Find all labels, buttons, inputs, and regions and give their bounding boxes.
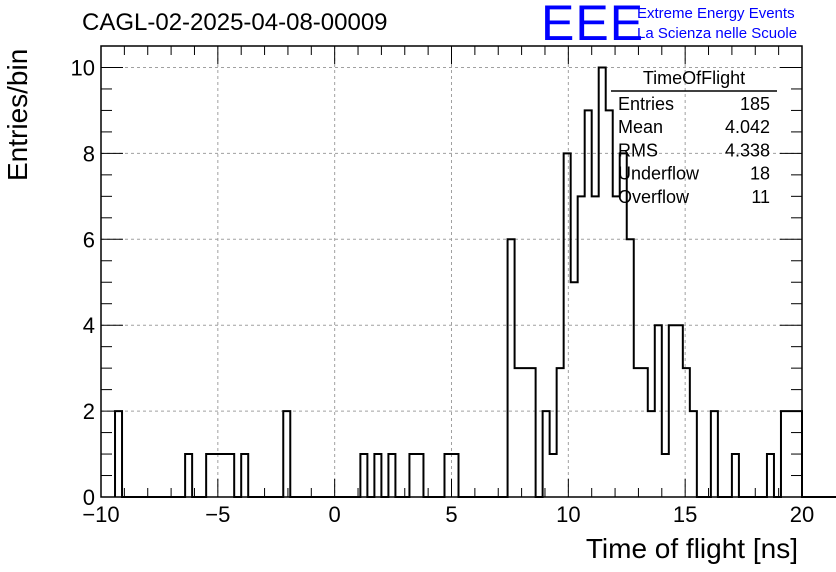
y-tick-label: 6	[83, 227, 95, 252]
x-tick-label: 5	[445, 502, 457, 527]
stats-box-title: TimeOfFlight	[643, 68, 745, 88]
histogram-series	[114, 66, 836, 498]
y-tick-label: 2	[83, 399, 95, 424]
x-axis-label: Time of flight [ns]	[585, 533, 798, 564]
stats-row-value: 18	[750, 164, 770, 184]
stats-row-value: 4.338	[725, 140, 770, 160]
stats-row-label: Underflow	[618, 164, 700, 184]
tick-labels: −10 −5 0 5 10 15 20 0 2 4 6 8 10	[71, 55, 815, 527]
x-tick-label: 15	[673, 502, 697, 527]
x-tick-label: 10	[556, 502, 580, 527]
stats-row-label: Overflow	[618, 187, 690, 207]
stats-row-label: Mean	[618, 117, 663, 137]
y-tick-label: 8	[83, 141, 95, 166]
y-tick-label: 4	[83, 313, 95, 338]
logo-line-2: La Scienza nelle Scuole	[637, 25, 798, 42]
y-tick-label: 0	[83, 485, 95, 510]
stats-row-label: Entries	[618, 94, 674, 114]
x-tick-label: 0	[329, 502, 341, 527]
chart-title: CAGL-02-2025-04-08-00009	[82, 9, 388, 36]
stats-box: TimeOfFlight Entries 185 Mean 4.042 RMS 4.338 U…	[611, 68, 777, 207]
logo-line-1: Extreme Energy Events	[637, 5, 795, 22]
x-tick-label: −5	[205, 502, 230, 527]
axis-ticks	[100, 45, 803, 498]
y-tick-label: 10	[71, 55, 95, 80]
grid-lines	[101, 46, 802, 497]
eee-logo-mark: EEE	[541, 0, 645, 51]
stats-row-value: 4.042	[725, 117, 770, 137]
stats-row-value: 11	[751, 187, 770, 207]
y-axis-label: Entries/bin	[2, 48, 33, 181]
stats-row-value: 185	[740, 94, 770, 114]
x-tick-label: 20	[790, 502, 814, 527]
stats-row-label: RMS	[618, 140, 658, 160]
x-tick-label: −10	[82, 502, 119, 527]
histogram-outline	[114, 66, 836, 498]
